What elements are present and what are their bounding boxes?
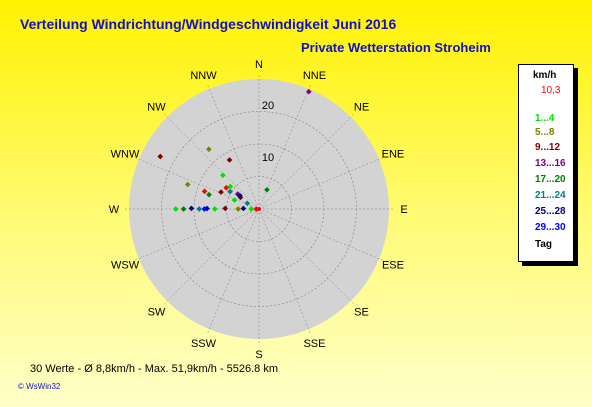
rose-center <box>257 207 261 211</box>
direction-label-sw: SW <box>148 307 166 319</box>
data-point <box>305 88 312 95</box>
legend-class-2: 5...8 <box>535 127 555 138</box>
legend-box: km/h 10,3 1...4 5...8 9...12 13...16 17.… <box>518 64 574 262</box>
data-point <box>244 200 251 207</box>
direction-label-ese: ESE <box>382 259 404 271</box>
data-point <box>227 188 233 195</box>
direction-label-nne: NNE <box>303 70 326 82</box>
direction-label-se: SE <box>354 307 369 319</box>
data-point <box>201 188 208 195</box>
legend-class-4: 13...16 <box>535 158 566 169</box>
data-point <box>206 146 212 153</box>
data-point <box>237 192 243 199</box>
data-point <box>226 157 233 163</box>
direction-label-w: W <box>109 204 120 216</box>
legend-class-1: 1...4 <box>535 113 555 124</box>
legend-class-5: 17...20 <box>535 174 566 185</box>
data-point <box>188 205 195 212</box>
data-point <box>240 205 247 212</box>
data-point <box>172 206 179 212</box>
direction-label-n: N <box>255 59 263 71</box>
software-brand: © WsWin32 <box>18 382 61 391</box>
data-point <box>180 206 187 212</box>
radial-tick-label: 20 <box>262 100 274 112</box>
direction-label-ssw: SSW <box>191 338 217 350</box>
data-point <box>196 206 203 212</box>
data-point <box>235 206 242 212</box>
data-point <box>223 184 230 191</box>
chart-title: Verteilung Windrichtung/Windgeschwindigk… <box>20 16 397 32</box>
data-point <box>206 191 212 198</box>
direction-label-wsw: WSW <box>111 259 140 271</box>
legend-max-value: 10,3 <box>541 85 561 96</box>
direction-label-s: S <box>255 349 262 361</box>
direction-label-e: E <box>400 204 407 216</box>
data-point <box>227 183 234 190</box>
data-point <box>264 186 270 193</box>
direction-label-nnw: NNW <box>190 70 217 82</box>
direction-label-ene: ENE <box>382 149 405 161</box>
data-point <box>201 206 208 212</box>
points-layer <box>157 88 312 212</box>
legend-tag: Tag <box>535 239 553 250</box>
radial-tick-label: 10 <box>262 152 274 164</box>
data-point <box>220 172 226 179</box>
legend-class-8: 29...30 <box>535 222 566 233</box>
summary-footer: 30 Werte - Ø 8,8km/h - Max. 51,9km/h - 5… <box>30 363 278 375</box>
data-point <box>231 197 238 203</box>
data-point <box>222 205 229 212</box>
data-point <box>157 153 164 160</box>
station-subtitle: Private Wetterstation Stroheim <box>301 40 491 55</box>
direction-label-wnw: WNW <box>111 149 140 161</box>
legend-class-7: 25...28 <box>535 206 566 217</box>
legend-unit: km/h <box>533 70 557 81</box>
legend-class-3: 9...12 <box>535 142 561 153</box>
direction-label-nw: NW <box>147 101 166 113</box>
data-point <box>211 206 218 212</box>
data-point <box>218 189 224 195</box>
direction-label-sse: SSE <box>303 338 325 350</box>
direction-label-ne: NE <box>354 101 369 113</box>
legend-class-6: 21...24 <box>535 190 566 201</box>
data-point <box>184 181 191 188</box>
data-point <box>248 206 255 212</box>
